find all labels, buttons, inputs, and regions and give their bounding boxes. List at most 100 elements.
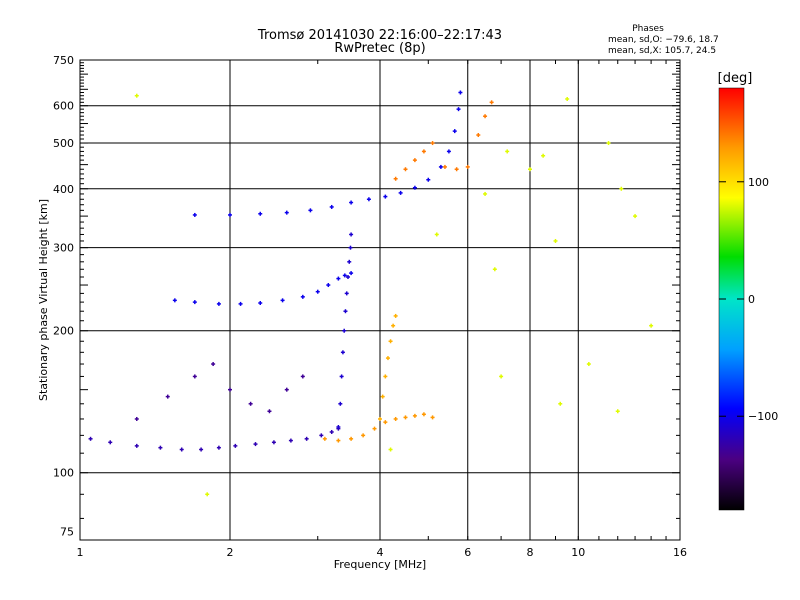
data-point bbox=[412, 158, 417, 163]
data-point bbox=[88, 436, 93, 441]
data-point bbox=[349, 271, 354, 276]
data-point bbox=[403, 167, 408, 172]
x-tick-label: 8 bbox=[527, 546, 534, 559]
y-tick-label: 100 bbox=[53, 467, 74, 480]
data-point bbox=[179, 447, 184, 452]
data-point bbox=[393, 176, 398, 181]
data-point bbox=[284, 387, 289, 392]
y-tick-label: 750 bbox=[53, 54, 74, 67]
data-point bbox=[633, 214, 638, 219]
data-point bbox=[430, 141, 435, 146]
data-point bbox=[300, 374, 305, 379]
data-point bbox=[505, 149, 510, 154]
data-point bbox=[336, 425, 341, 430]
colorbar-tick-label: 100 bbox=[748, 176, 769, 189]
data-point bbox=[489, 100, 494, 105]
data-point bbox=[300, 294, 305, 299]
legend-heading: Phases bbox=[632, 24, 664, 34]
data-point bbox=[483, 114, 488, 119]
data-point bbox=[446, 149, 451, 154]
data-point bbox=[343, 309, 348, 314]
data-point bbox=[349, 436, 354, 441]
data-point bbox=[619, 186, 624, 191]
colorbar-tick-label: −100 bbox=[748, 410, 778, 423]
data-point bbox=[267, 409, 272, 414]
data-point bbox=[339, 374, 344, 379]
data-point bbox=[454, 167, 459, 172]
data-point bbox=[216, 301, 221, 306]
data-point bbox=[342, 273, 347, 278]
data-point bbox=[476, 133, 481, 138]
x-tick-label: 10 bbox=[571, 546, 585, 559]
data-point bbox=[403, 415, 408, 420]
data-point bbox=[315, 289, 320, 294]
data-point bbox=[456, 107, 461, 112]
grid-lines bbox=[80, 60, 680, 540]
y-tick-label: 400 bbox=[53, 183, 74, 196]
legend-o-stats: mean, sd,O: −79.6, 18.7 bbox=[608, 35, 719, 45]
data-points bbox=[88, 90, 654, 497]
data-point bbox=[322, 436, 327, 441]
data-point bbox=[385, 356, 390, 361]
data-point bbox=[565, 96, 570, 101]
data-point bbox=[271, 440, 276, 445]
data-point bbox=[412, 185, 417, 190]
data-point bbox=[383, 420, 388, 425]
data-point bbox=[438, 164, 443, 169]
data-point bbox=[329, 429, 334, 434]
data-point bbox=[336, 276, 341, 281]
data-point bbox=[344, 291, 349, 296]
data-point bbox=[558, 401, 563, 406]
data-point bbox=[388, 447, 393, 452]
chart-title: Tromsø 20141030 22:16:00–22:17:43 bbox=[257, 28, 502, 43]
data-point bbox=[233, 443, 238, 448]
data-point bbox=[248, 401, 253, 406]
y-tick-label: 500 bbox=[53, 137, 74, 150]
data-point bbox=[442, 164, 447, 169]
data-point bbox=[338, 401, 343, 406]
data-point bbox=[528, 167, 532, 172]
x-tick-label: 4 bbox=[377, 546, 384, 559]
y-tick-label: 300 bbox=[53, 242, 74, 255]
y-tick-label: 600 bbox=[53, 100, 74, 113]
data-point bbox=[165, 394, 170, 399]
data-point bbox=[393, 313, 398, 318]
y-tick-label: 75 bbox=[60, 526, 74, 539]
x-tick-label: 1 bbox=[77, 546, 84, 559]
data-point bbox=[192, 300, 197, 305]
data-point bbox=[134, 93, 139, 98]
y-axis-label: Stationary phase Virtual Height [km] bbox=[37, 199, 50, 401]
legend-x-stats: mean, sd,X: 105.7, 24.5 bbox=[608, 46, 716, 56]
data-point bbox=[349, 232, 354, 237]
data-point bbox=[211, 362, 216, 367]
data-point bbox=[280, 298, 285, 303]
data-point bbox=[108, 440, 113, 445]
data-point bbox=[134, 416, 139, 421]
data-point bbox=[238, 301, 243, 306]
data-point bbox=[258, 211, 263, 216]
data-point bbox=[192, 374, 197, 379]
data-point bbox=[345, 274, 350, 279]
data-point bbox=[134, 443, 139, 448]
axis-ticks: 1 2 4 6 8 10 16 75 100 200 300 400 500 600 750 bbox=[53, 54, 687, 559]
x-axis-label: Frequency [MHz] bbox=[334, 558, 426, 571]
data-point bbox=[319, 433, 324, 438]
data-point bbox=[388, 339, 393, 344]
y-tick-label: 200 bbox=[53, 325, 74, 338]
data-point bbox=[258, 301, 263, 306]
data-point bbox=[366, 197, 371, 202]
data-point bbox=[586, 362, 591, 367]
data-point bbox=[288, 438, 293, 443]
colorbar-tick-label: 0 bbox=[748, 293, 755, 306]
data-point bbox=[361, 433, 366, 438]
data-point bbox=[348, 245, 353, 250]
data-point bbox=[380, 394, 385, 399]
data-point bbox=[284, 210, 289, 215]
data-point bbox=[172, 298, 177, 303]
data-point bbox=[615, 409, 620, 414]
data-point bbox=[205, 492, 210, 497]
data-point bbox=[391, 323, 396, 328]
data-point bbox=[426, 177, 431, 182]
data-point bbox=[393, 416, 398, 421]
colorbar-label: [deg] bbox=[718, 71, 753, 86]
